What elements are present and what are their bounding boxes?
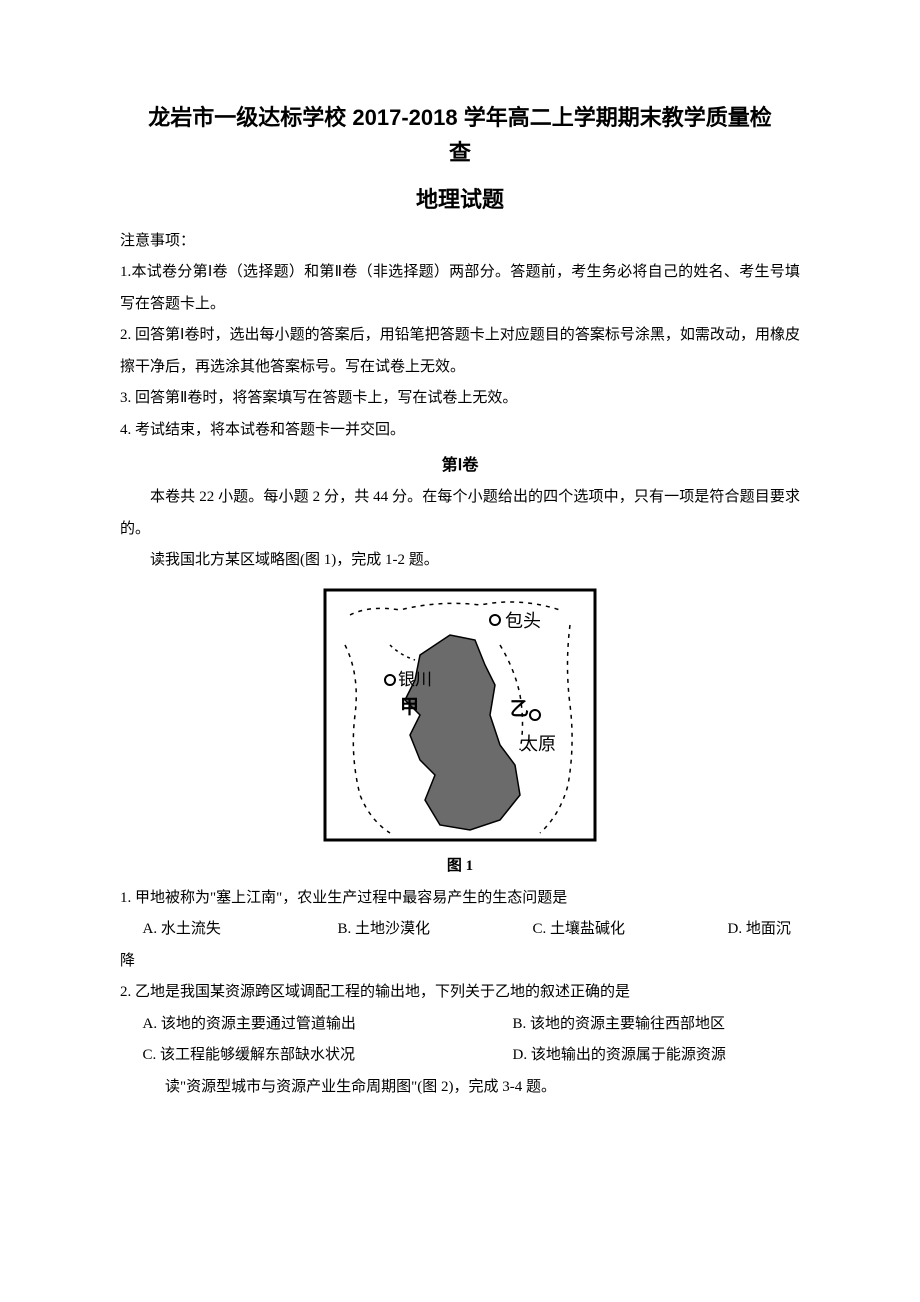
q2-option-b: B. 该地的资源主要输往西部地区 <box>513 1009 801 1041</box>
question-2-options-row1: A. 该地的资源主要通过管道输出 B. 该地的资源主要输往西部地区 <box>120 1009 800 1041</box>
exam-title-line2: 查 <box>120 135 800 170</box>
passage-2-intro: 读"资源型城市与资源产业生命周期图"(图 2)，完成 3-4 题。 <box>120 1072 800 1104</box>
exam-title-line1: 龙岩市一级达标学校 2017-2018 学年高二上学期期末教学质量检 <box>120 100 800 135</box>
label-baotou: 包头 <box>505 611 541 631</box>
figure-1-map: 包头 银川 甲 乙 太原 <box>320 585 600 845</box>
notice-item-2: 2. 回答第Ⅰ卷时，选出每小题的答案后，用铅笔把答题卡上对应题目的答案标号涂黑，… <box>120 320 800 383</box>
question-2-options-row2: C. 该工程能够缓解东部缺水状况 D. 该地输出的资源属于能源资源 <box>120 1040 800 1072</box>
label-yi: 乙 <box>510 699 529 720</box>
label-taiyuan: 太原 <box>520 734 556 754</box>
exam-subtitle: 地理试题 <box>120 182 800 217</box>
notice-item-3: 3. 回答第Ⅱ卷时，将答案填写在答题卡上，写在试卷上无效。 <box>120 383 800 415</box>
q1-option-d-continuation: 降 <box>120 946 800 978</box>
q2-option-c: C. 该工程能够缓解东部缺水状况 <box>143 1040 513 1072</box>
question-2-text: 2. 乙地是我国某资源跨区域调配工程的输出地，下列关于乙地的叙述正确的是 <box>120 977 800 1009</box>
section-1-title: 第Ⅰ卷 <box>120 450 800 482</box>
passage-1-intro: 读我国北方某区域略图(图 1)，完成 1-2 题。 <box>120 545 800 577</box>
q1-option-d: D. 地面沉 <box>728 914 801 946</box>
figure-1-container: 包头 银川 甲 乙 太原 图 1 <box>120 585 800 875</box>
q1-option-c: C. 土壤盐碱化 <box>533 914 728 946</box>
q2-option-a: A. 该地的资源主要通过管道输出 <box>143 1009 513 1041</box>
notice-item-1: 1.本试卷分第Ⅰ卷（选择题）和第Ⅱ卷（非选择题）两部分。答题前，考生务必将自己的… <box>120 257 800 320</box>
q1-option-a: A. 水土流失 <box>143 914 338 946</box>
notice-label: 注意事项： <box>120 226 800 258</box>
q1-option-b: B. 土地沙漠化 <box>338 914 533 946</box>
q2-option-d: D. 该地输出的资源属于能源资源 <box>513 1040 801 1072</box>
notice-item-4: 4. 考试结束，将本试卷和答题卡一并交回。 <box>120 415 800 447</box>
section-1-intro: 本卷共 22 小题。每小题 2 分，共 44 分。在每个小题给出的四个选项中，只… <box>120 482 800 545</box>
figure-1-caption: 图 1 <box>120 854 800 875</box>
label-jia: 甲 <box>400 697 419 718</box>
label-yinchuan: 银川 <box>398 670 432 689</box>
question-1-options: A. 水土流失 B. 土地沙漠化 C. 土壤盐碱化 D. 地面沉 <box>120 914 800 946</box>
question-1-text: 1. 甲地被称为"塞上江南"，农业生产过程中最容易产生的生态问题是 <box>120 883 800 915</box>
